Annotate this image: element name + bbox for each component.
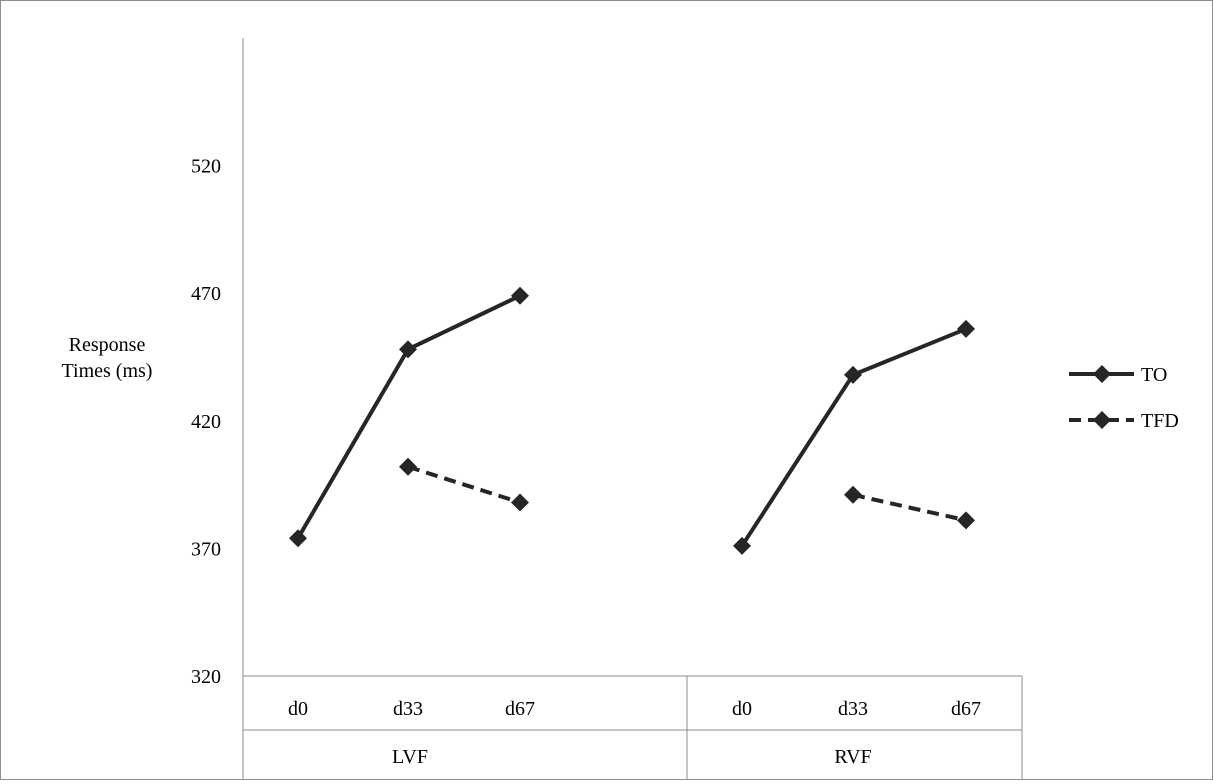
axes bbox=[242, 38, 1023, 779]
data-point bbox=[957, 511, 975, 530]
data-point bbox=[289, 529, 307, 548]
y-tick-label: 420 bbox=[191, 411, 221, 433]
x-category-label: d33 bbox=[838, 698, 868, 720]
x-category-label: d67 bbox=[505, 698, 535, 720]
data-point bbox=[399, 457, 417, 476]
data-point bbox=[957, 319, 975, 338]
series-line bbox=[852, 492, 967, 523]
data-point bbox=[844, 485, 862, 504]
x-category-label: d0 bbox=[288, 698, 308, 720]
series-tfd bbox=[399, 457, 975, 530]
data-point bbox=[844, 365, 862, 384]
series-to bbox=[289, 286, 975, 555]
y-tick-labels: 320 370 420 470 520 bbox=[191, 156, 221, 688]
data-point bbox=[733, 536, 751, 555]
x-category-label: d33 bbox=[393, 698, 423, 720]
data-point bbox=[399, 340, 417, 359]
legend-label: TFD bbox=[1141, 410, 1179, 432]
legend: TO TFD bbox=[1069, 364, 1179, 432]
y-axis-title: Response Times (ms) bbox=[62, 334, 153, 382]
y-tick-label: 470 bbox=[191, 283, 221, 305]
y-axis-title-line-2: Times (ms) bbox=[62, 360, 153, 382]
legend-item: TFD bbox=[1069, 410, 1179, 432]
series-line bbox=[296, 293, 521, 540]
x-category-label: d67 bbox=[951, 698, 981, 720]
x-category-label: d0 bbox=[732, 698, 752, 720]
data-point bbox=[511, 493, 529, 512]
legend-marker bbox=[1093, 411, 1111, 429]
x-group-label: RVF bbox=[834, 746, 871, 768]
x-group-label: LVF bbox=[392, 746, 428, 768]
y-tick-label: 370 bbox=[191, 538, 221, 560]
y-tick-label: 320 bbox=[191, 666, 221, 688]
y-tick-label: 520 bbox=[191, 156, 221, 178]
data-point bbox=[511, 286, 529, 305]
series-line bbox=[407, 464, 521, 505]
y-axis-title-line-1: Response bbox=[69, 334, 146, 356]
plot-area bbox=[289, 286, 975, 555]
legend-marker bbox=[1093, 365, 1111, 383]
legend-label: TO bbox=[1141, 364, 1167, 386]
x-category-labels: d0 d33 d67 LVF d0 d33 d67 RVF bbox=[288, 698, 981, 768]
legend-item: TO bbox=[1069, 364, 1167, 386]
